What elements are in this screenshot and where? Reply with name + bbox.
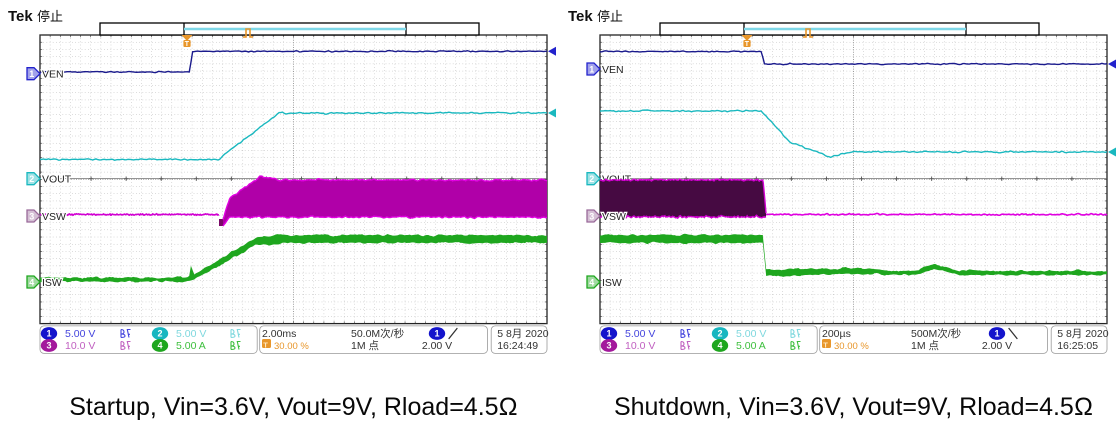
svg-text:2: 2 — [589, 174, 594, 184]
svg-text:10.0 V: 10.0 V — [65, 340, 95, 352]
svg-text:1: 1 — [994, 329, 999, 339]
svg-text:VSW: VSW — [42, 211, 66, 223]
svg-text:4: 4 — [717, 341, 722, 351]
svg-text:16:25:05: 16:25:05 — [1057, 340, 1098, 352]
svg-text:T: T — [185, 41, 190, 48]
svg-text:1: 1 — [46, 329, 51, 339]
svg-text:ISW: ISW — [42, 277, 62, 289]
svg-text:Tek: Tek — [568, 8, 593, 25]
svg-text:4: 4 — [589, 277, 594, 287]
svg-text:T: T — [823, 340, 828, 349]
svg-text:VOUT: VOUT — [42, 174, 72, 186]
svg-text:3: 3 — [589, 211, 594, 221]
svg-text:3: 3 — [29, 211, 34, 221]
svg-text:500M次/秒: 500M次/秒 — [911, 327, 962, 340]
svg-text:T: T — [745, 41, 750, 48]
svg-text:3: 3 — [46, 341, 51, 351]
svg-text:1: 1 — [606, 329, 611, 339]
svg-text:停止: 停止 — [37, 9, 63, 24]
svg-text:2.00 V: 2.00 V — [422, 340, 452, 352]
svg-text:2.00 V: 2.00 V — [982, 340, 1012, 352]
svg-text:30.00 %: 30.00 % — [274, 341, 309, 352]
svg-text:5 8月 2020: 5 8月 2020 — [497, 328, 549, 340]
svg-text:T: T — [263, 340, 268, 349]
svg-text:3: 3 — [606, 341, 611, 351]
svg-text:200µs: 200µs — [822, 328, 851, 340]
svg-text:1M 点: 1M 点 — [911, 340, 939, 352]
svg-text:1: 1 — [29, 69, 34, 79]
svg-text:1: 1 — [589, 64, 594, 74]
svg-text:5.00 V: 5.00 V — [736, 328, 766, 340]
svg-text:1: 1 — [434, 329, 439, 339]
svg-text:16:24:49: 16:24:49 — [497, 340, 538, 352]
svg-text:ISW: ISW — [602, 277, 622, 289]
svg-text:4: 4 — [157, 341, 162, 351]
svg-text:Tek: Tek — [8, 8, 33, 25]
svg-text:5.00 A: 5.00 A — [736, 340, 766, 352]
svg-text:5.00 A: 5.00 A — [176, 340, 206, 352]
svg-text:30.00 %: 30.00 % — [834, 341, 869, 352]
svg-text:5.00 V: 5.00 V — [625, 328, 655, 340]
svg-text:VEN: VEN — [602, 64, 624, 76]
svg-text:1M 点: 1M 点 — [351, 340, 379, 352]
svg-text:5.00 V: 5.00 V — [176, 328, 206, 340]
svg-text:2: 2 — [717, 329, 722, 339]
svg-text:2: 2 — [157, 329, 162, 339]
svg-text:5 8月 2020: 5 8月 2020 — [1057, 328, 1109, 340]
svg-text:50.0M次/秒: 50.0M次/秒 — [351, 327, 405, 340]
svg-text:停止: 停止 — [597, 9, 623, 24]
svg-text:10.0 V: 10.0 V — [625, 340, 655, 352]
svg-text:VSW: VSW — [602, 211, 626, 223]
svg-text:VEN: VEN — [42, 69, 64, 81]
svg-text:2.00ms: 2.00ms — [262, 328, 296, 340]
svg-text:5.00 V: 5.00 V — [65, 328, 95, 340]
svg-text:2: 2 — [29, 174, 34, 184]
svg-text:4: 4 — [29, 277, 34, 287]
